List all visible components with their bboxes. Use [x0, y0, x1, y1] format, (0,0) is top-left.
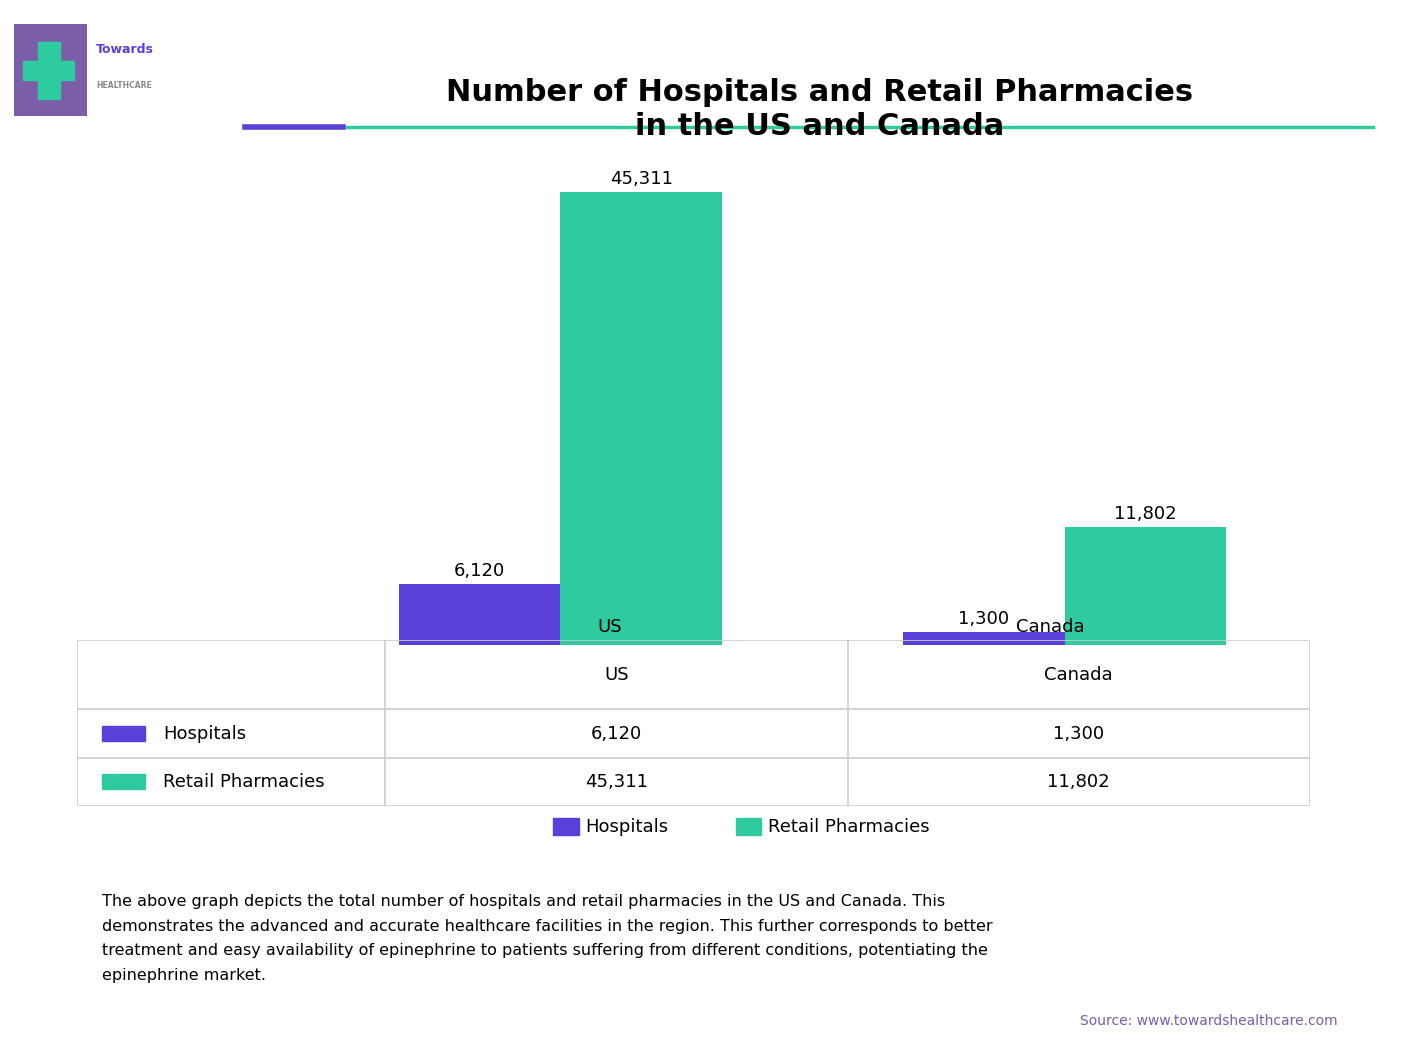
Text: Canada: Canada — [1017, 619, 1084, 636]
Text: HEALTHCARE: HEALTHCARE — [97, 81, 151, 89]
Text: 11,802: 11,802 — [1048, 773, 1110, 790]
Bar — [399, 583, 560, 645]
Bar — [22, 61, 74, 80]
Text: 1,300: 1,300 — [1054, 725, 1104, 743]
Text: US: US — [604, 666, 629, 683]
Text: Retail Pharmacies: Retail Pharmacies — [768, 817, 929, 836]
Bar — [38, 42, 59, 99]
Text: Hospitals: Hospitals — [164, 725, 247, 743]
Text: 45,311: 45,311 — [586, 773, 647, 790]
Text: Canada: Canada — [1045, 666, 1112, 683]
Text: 45,311: 45,311 — [609, 171, 672, 188]
Text: Source: www.towardshealthcare.com: Source: www.towardshealthcare.com — [1080, 1014, 1338, 1028]
Text: 6,120: 6,120 — [591, 725, 642, 743]
Text: US: US — [597, 619, 622, 636]
Text: 6,120: 6,120 — [454, 562, 506, 579]
Bar — [102, 775, 144, 789]
Text: Hospitals: Hospitals — [586, 817, 668, 836]
Text: Towards: Towards — [97, 44, 154, 56]
Bar — [102, 726, 144, 742]
FancyBboxPatch shape — [10, 24, 87, 116]
Text: The above graph depicts the total number of hospitals and retail pharmacies in t: The above graph depicts the total number… — [102, 894, 992, 983]
Text: 1,300: 1,300 — [958, 609, 1010, 628]
Bar — [1065, 527, 1226, 645]
Text: Number of Hospitals and Retail Pharmacies
in the US and Canada: Number of Hospitals and Retail Pharmacie… — [446, 78, 1194, 140]
Bar — [560, 192, 722, 645]
Bar — [904, 632, 1065, 645]
Text: Retail Pharmacies: Retail Pharmacies — [164, 773, 325, 790]
Text: 11,802: 11,802 — [1114, 505, 1177, 523]
